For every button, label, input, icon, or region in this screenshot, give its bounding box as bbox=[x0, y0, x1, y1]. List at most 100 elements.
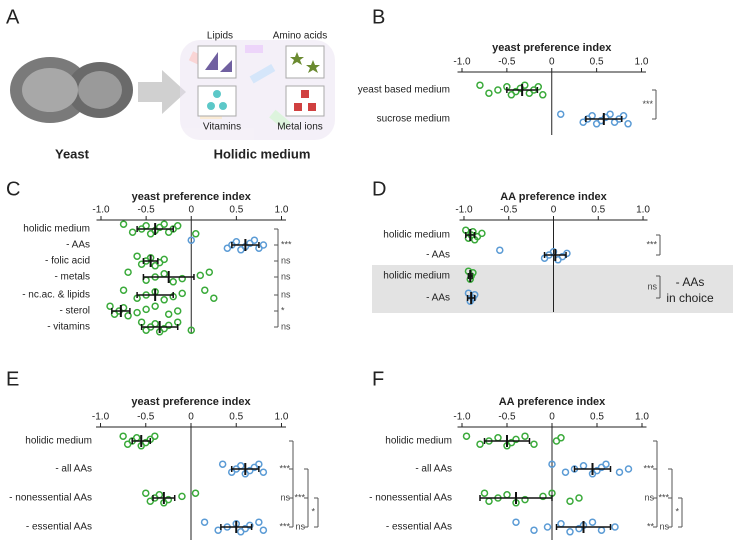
data-point bbox=[521, 432, 529, 440]
x-tick-label: -0.5 bbox=[498, 412, 516, 423]
category-label: - nc.ac. & lipids bbox=[22, 290, 90, 301]
sig-label: ns bbox=[295, 521, 305, 531]
panel-letter: A bbox=[6, 6, 20, 28]
data-point bbox=[151, 320, 159, 328]
sig-label: *** bbox=[642, 99, 653, 109]
data-point bbox=[218, 460, 227, 468]
x-tick-label: 0.5 bbox=[229, 412, 243, 423]
data-point bbox=[619, 112, 628, 120]
data-point bbox=[478, 229, 486, 238]
component-label: Vitamins bbox=[203, 122, 241, 133]
data-point bbox=[624, 465, 633, 473]
sig-label: *** bbox=[281, 239, 292, 249]
data-point bbox=[196, 271, 205, 280]
data-point bbox=[201, 286, 209, 294]
axis-title: yeast preference index bbox=[492, 42, 612, 54]
data-point bbox=[178, 492, 186, 501]
data-point bbox=[232, 238, 241, 246]
data-point bbox=[200, 518, 209, 526]
data-point bbox=[142, 222, 150, 230]
category-label: - vitamins bbox=[47, 322, 90, 333]
sig-label: ns bbox=[281, 255, 291, 265]
lipid-icon bbox=[205, 52, 218, 70]
annotation: in choice bbox=[666, 291, 714, 305]
data-point bbox=[512, 435, 520, 444]
data-point bbox=[205, 268, 214, 276]
axis-title: yeast preference index bbox=[131, 396, 251, 408]
category-label: - AAs bbox=[426, 250, 450, 261]
category-label: holidic medium bbox=[383, 271, 450, 282]
sig-label: ns bbox=[281, 289, 291, 299]
sig-label: ns bbox=[644, 492, 654, 502]
panel: F AA preference index -1.0 -0.5 0 0.5 1.0 holid… bbox=[369, 368, 683, 540]
data-point bbox=[512, 518, 520, 526]
category-label: - AAs bbox=[426, 293, 450, 304]
data-point bbox=[164, 310, 173, 318]
x-tick-label: -0.5 bbox=[500, 205, 518, 216]
category-label: holidic medium bbox=[23, 224, 90, 235]
data-point bbox=[178, 274, 186, 283]
data-point bbox=[503, 491, 511, 499]
x-tick-label: 1.0 bbox=[275, 205, 289, 216]
x-tick-label: 1.0 bbox=[275, 412, 289, 423]
data-point bbox=[133, 308, 141, 317]
sig-label: *** bbox=[658, 492, 669, 502]
category-label: - metals bbox=[54, 272, 90, 283]
data-point bbox=[575, 494, 583, 502]
data-point bbox=[160, 270, 168, 278]
x-tick-label: -1.0 bbox=[92, 412, 110, 423]
x-tick-label: 0.5 bbox=[590, 57, 604, 68]
data-point bbox=[210, 294, 218, 302]
category-label: - sterol bbox=[59, 306, 90, 317]
data-point bbox=[597, 526, 606, 534]
data-point bbox=[246, 521, 254, 530]
data-point bbox=[119, 286, 128, 294]
data-point bbox=[521, 495, 529, 504]
category-label: holidic medium bbox=[383, 230, 450, 241]
data-point bbox=[534, 83, 543, 91]
data-point bbox=[561, 468, 570, 476]
data-point bbox=[128, 228, 137, 236]
category-label: - all AAs bbox=[415, 464, 452, 475]
component-label: Lipids bbox=[207, 31, 233, 42]
data-point bbox=[588, 518, 597, 526]
category-label: sucrose medium bbox=[377, 114, 450, 125]
data-point bbox=[259, 241, 268, 249]
data-point bbox=[160, 255, 168, 264]
category-label: - essential AAs bbox=[26, 522, 92, 533]
panel-a: A Lipids Amino acids Vitamins Metal i bbox=[6, 6, 335, 161]
data-point bbox=[164, 321, 173, 330]
data-point bbox=[142, 305, 150, 314]
yeast-inner bbox=[78, 71, 122, 109]
vitamin-icon bbox=[207, 102, 215, 110]
sig-label: *** bbox=[294, 492, 305, 502]
vitamin-icon bbox=[213, 90, 221, 98]
data-point bbox=[615, 468, 624, 476]
amino-acids-box bbox=[285, 45, 325, 79]
x-tick-label: -1.0 bbox=[453, 412, 471, 423]
data-point bbox=[579, 462, 588, 470]
data-point bbox=[563, 249, 571, 258]
panel-letter: C bbox=[6, 178, 20, 200]
panel: D AA preference index -1.0 -0.5 0 0.5 1.0 holid… bbox=[372, 178, 733, 313]
data-point bbox=[530, 526, 538, 534]
x-tick-label: -0.5 bbox=[498, 57, 516, 68]
data-point bbox=[557, 434, 565, 442]
x-tick-label: 0 bbox=[551, 205, 557, 216]
data-point bbox=[169, 278, 177, 286]
data-point bbox=[119, 220, 128, 228]
data-point bbox=[485, 497, 493, 505]
category-label: - AAs bbox=[66, 240, 90, 251]
sig-label: ** bbox=[647, 521, 655, 531]
sig-label: *** bbox=[646, 239, 657, 249]
data-point bbox=[496, 246, 504, 254]
data-point bbox=[214, 526, 222, 534]
data-point bbox=[155, 491, 164, 499]
arrow bbox=[138, 70, 186, 114]
data-point bbox=[624, 120, 632, 128]
shaded-region bbox=[372, 265, 733, 313]
data-point bbox=[124, 312, 132, 320]
